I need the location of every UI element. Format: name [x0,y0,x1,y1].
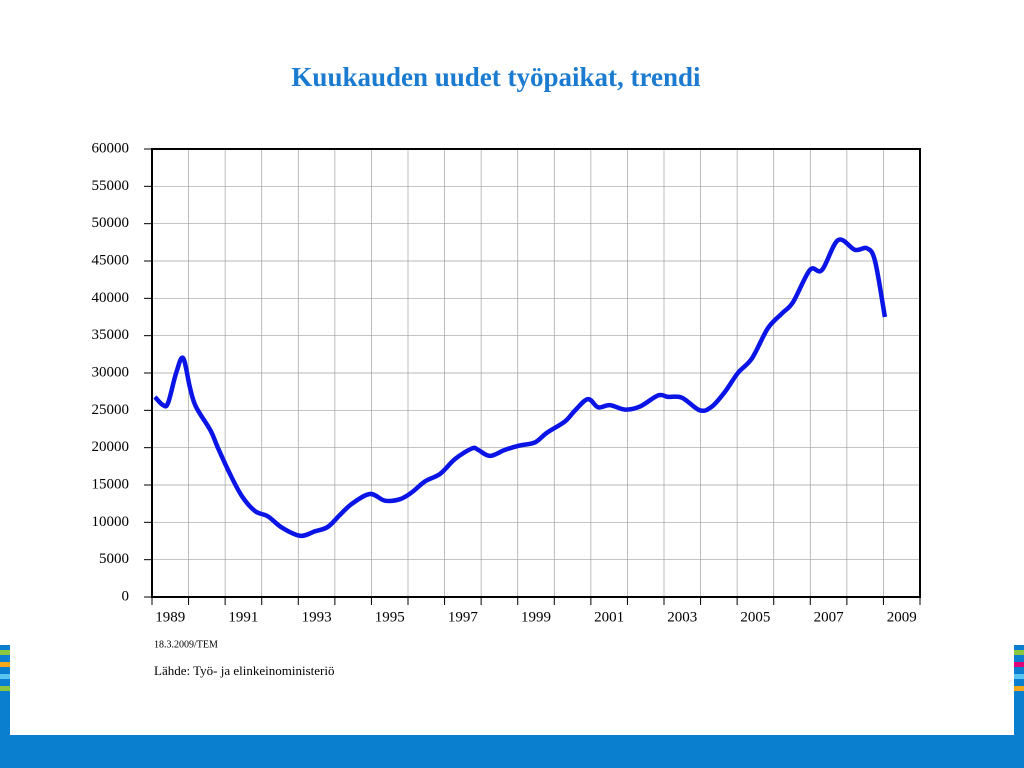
y-tick-label: 55000 [92,178,130,194]
plot-frame [151,148,921,598]
x-tick-label: 2003 [667,609,697,625]
note: 18.3.2009/TEM [154,639,218,650]
y-tick-label: 60000 [92,140,130,156]
line [153,237,888,539]
y-tick-label: 45000 [92,252,130,268]
y-tick-label: 5000 [99,551,129,567]
source: Lähde: Työ- ja elinkeinoministeriö [154,663,334,678]
y-tick-label: 25000 [92,402,130,418]
x-tick-label: 1997 [448,609,479,625]
x-tick-label: 1989 [155,609,185,625]
y-tick-label: 15000 [92,476,130,492]
x-tick-label: 1991 [228,609,258,625]
left-stripe [0,645,10,735]
footer-bar [0,735,1024,768]
y-tick-label: 50000 [92,215,130,231]
y-tick-label: 20000 [92,439,130,455]
y-tick-label: 10000 [92,514,130,530]
x-tick-label: 1993 [302,609,332,625]
chart-title: Kuukauden uudet työpaikat, trendi [291,62,701,92]
x-tick-label: 1999 [521,609,551,625]
x-tick-label: 1995 [375,609,405,625]
y-tick-label: 40000 [92,290,130,306]
y-tick-label: 0 [122,588,130,604]
x-tick-label: 2007 [814,609,845,625]
y-tick-label: 30000 [92,364,130,380]
x-tick-label: 2005 [740,609,770,625]
x-tick-label: 2001 [594,609,624,625]
x-tick-label: 2009 [887,609,917,625]
y-tick-label: 35000 [92,327,130,343]
right-stripe [1014,645,1024,735]
